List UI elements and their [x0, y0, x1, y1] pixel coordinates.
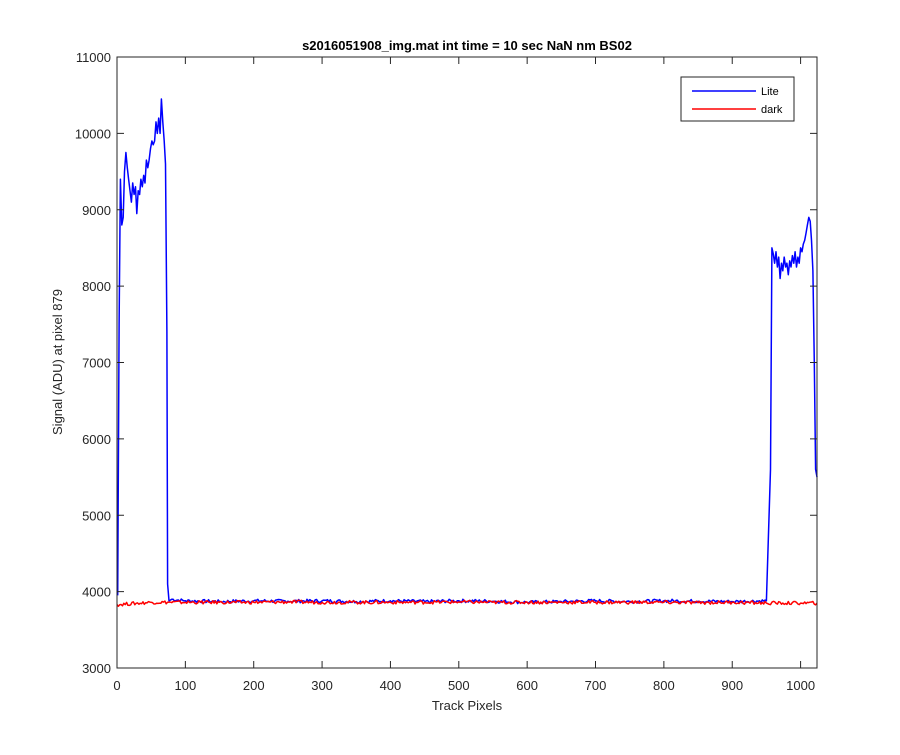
plot-background: [117, 57, 817, 668]
y-tick-label: 9000: [82, 203, 111, 218]
y-tick-label: 6000: [82, 432, 111, 447]
x-tick-label: 1000: [786, 678, 815, 693]
x-tick-label: 800: [653, 678, 675, 693]
x-axis-label: Track Pixels: [432, 698, 503, 713]
legend-box: [680, 76, 795, 122]
x-tick-label: 600: [516, 678, 538, 693]
chart-title: s2016051908_img.mat int time = 10 sec Na…: [302, 38, 632, 53]
y-tick-label: 8000: [82, 279, 111, 294]
y-tick-label: 4000: [82, 585, 111, 600]
x-axis: 0 100 200 300 400 500 600 700 800 900 1000: [113, 57, 815, 693]
y-tick-label: 11000: [76, 50, 111, 65]
x-tick-label: 300: [311, 678, 333, 693]
x-tick-label: 0: [113, 678, 120, 693]
legend: Lite dark: [680, 76, 795, 122]
x-tick-label: 100: [175, 678, 197, 693]
series-line-lite: [116, 98, 818, 605]
y-tick-label: 3000: [82, 661, 111, 676]
x-tick-label: 200: [243, 678, 265, 693]
y-tick-label: 10000: [75, 126, 111, 141]
series-layer: [116, 98, 818, 607]
x-tick-label: 700: [585, 678, 607, 693]
series-line-dark: [116, 599, 818, 607]
y-tick-label: 7000: [82, 356, 111, 371]
y-axis: 3000 4000 5000 6000 7000 8000 9000 10000 11000: [75, 50, 817, 676]
y-axis-label: Signal (ADU) at pixel 879: [50, 289, 65, 435]
legend-label-lite: Lite: [761, 86, 779, 98]
x-tick-label: 400: [380, 678, 402, 693]
x-tick-label: 500: [448, 678, 470, 693]
legend-label-dark: dark: [761, 104, 783, 116]
y-tick-label: 5000: [82, 508, 111, 523]
x-tick-label: 900: [721, 678, 743, 693]
